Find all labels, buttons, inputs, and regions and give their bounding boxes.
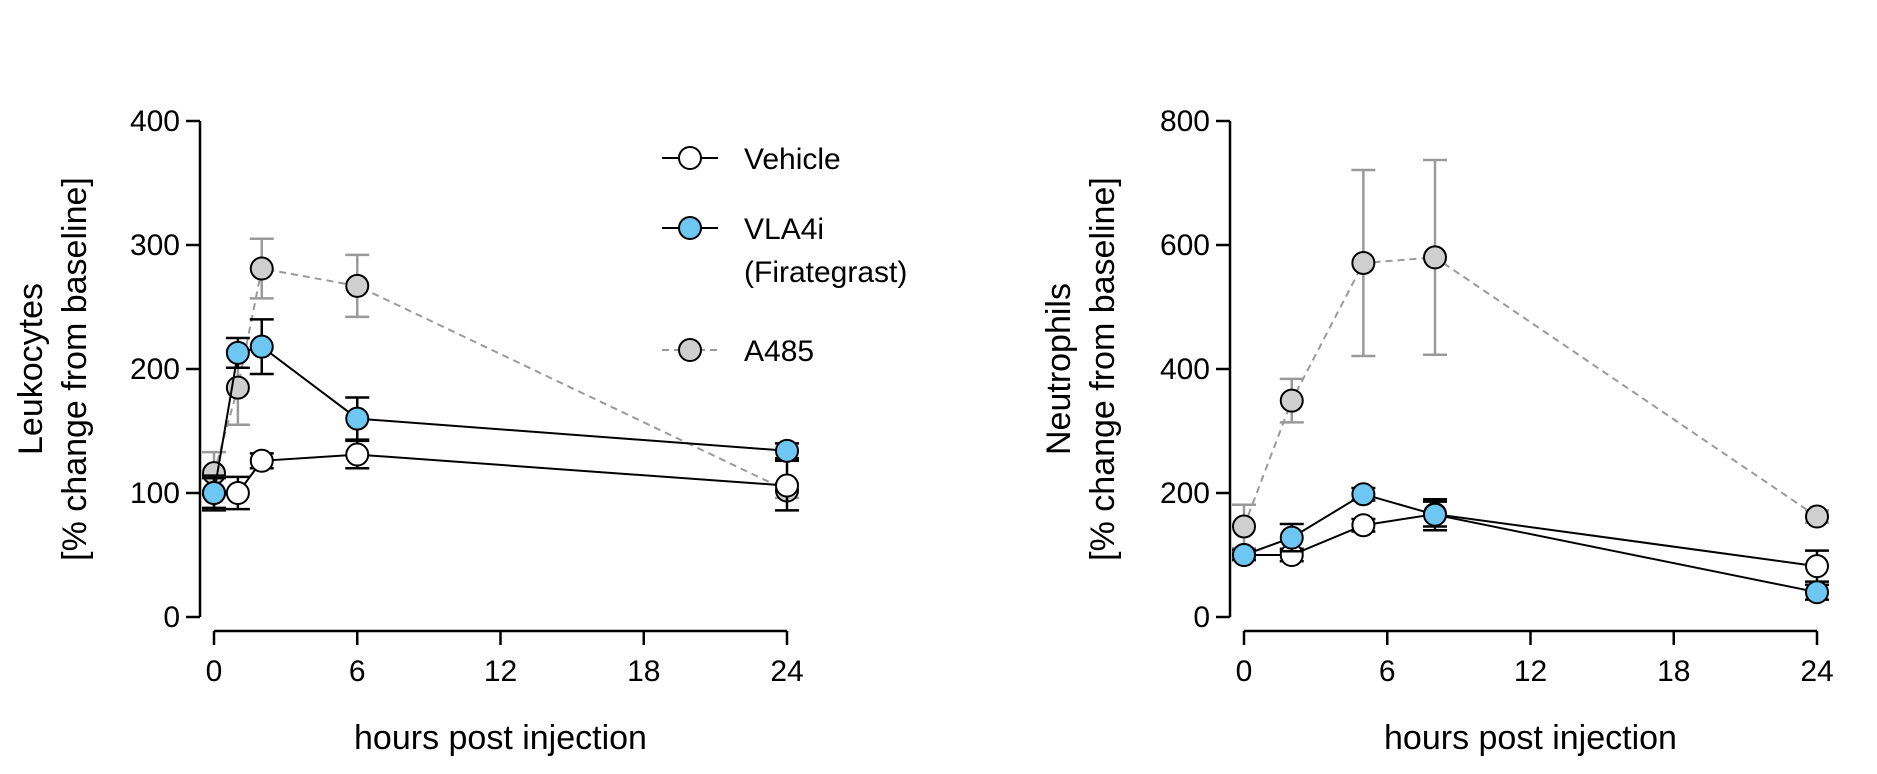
neutro-y-tick-label: 0 <box>1193 601 1210 634</box>
legend-entry-vehicle: Vehicle <box>662 143 841 176</box>
neutro-a485-point <box>1279 388 1304 413</box>
neutro-a485-point <box>1232 514 1256 539</box>
neutro-vla4i-point <box>1423 502 1447 527</box>
legend-marker-vehicle <box>678 146 702 170</box>
neutro-vehicle-line <box>1244 513 1818 568</box>
leuko-vehicle-point <box>249 448 274 473</box>
neutro-x-axis-title: hours post injection <box>1384 719 1677 757</box>
leuko-series-vehicle <box>202 439 799 512</box>
leuko-vla4i-point <box>225 340 250 365</box>
legend-entry-vla4i: VLA4i (Firategrast) <box>662 213 907 289</box>
neutro-y-tick-label: 400 <box>1160 353 1210 386</box>
neutro-x-tick-label: 0 <box>1236 655 1253 688</box>
neutro-vehicle-point <box>1351 513 1376 538</box>
neutro-x-tick-label: 12 <box>1514 655 1547 688</box>
leuko-vehicle-point <box>225 481 250 505</box>
leuko-x-axis-title: hours post injection <box>354 719 647 757</box>
leuko-a485-point <box>249 256 274 281</box>
neutro-y-tick-label: 800 <box>1160 105 1210 138</box>
leuko-y-tick-label: 200 <box>130 353 180 386</box>
neutro-y-axis-title: Neutrophils <box>1040 283 1078 455</box>
neutro-series-vehicle <box>1232 500 1829 583</box>
neutro-x-tick-label: 6 <box>1379 655 1396 688</box>
leuko-a485-point <box>345 273 370 298</box>
leuko-vehicle-point <box>775 473 799 498</box>
neutro-vla4i-point <box>1279 525 1304 550</box>
neutro-series-vla4i <box>1232 482 1829 605</box>
legend-label-vehicle: Vehicle <box>744 143 841 176</box>
neutro-y-axis-subtitle: [% change from baseline] <box>1084 177 1122 561</box>
legend-sublabel-vla4i: (Firategrast) <box>744 256 907 289</box>
leuko-vla4i-point <box>202 481 226 505</box>
leuko-y-tick-label: 300 <box>130 229 180 262</box>
leuko-vla4i-point <box>249 334 274 359</box>
leukocytes-panel: 0 100 200 300 400 0 6 12 18 24 hours post injectio… <box>12 105 804 757</box>
neutro-vla4i-point <box>1805 580 1829 605</box>
neutro-x-tick-label: 18 <box>1657 655 1690 688</box>
neutro-y-tick-label: 600 <box>1160 229 1210 262</box>
legend-marker-a485 <box>678 338 702 362</box>
leuko-x-tick-label: 0 <box>206 655 223 688</box>
leuko-x-tick-label: 6 <box>349 655 366 688</box>
leuko-y-tick-label: 400 <box>130 105 180 138</box>
leuko-vla4i-line <box>213 345 788 494</box>
neutro-y-tick-label: 200 <box>1160 477 1210 510</box>
neutro-vla4i-point <box>1351 482 1376 507</box>
neutro-vla4i-point <box>1232 543 1256 567</box>
legend-marker-vla4i <box>678 216 702 240</box>
legend-entry-a485: A485 <box>662 335 814 368</box>
neutro-a485-line <box>1243 256 1818 527</box>
leuko-x-tick-label: 12 <box>484 655 517 688</box>
neutro-vla4i-line <box>1243 493 1818 594</box>
neutro-x-tick-label: 24 <box>1800 655 1833 688</box>
leuko-x-tick-label: 18 <box>627 655 660 688</box>
leuko-vla4i-point <box>345 406 370 431</box>
leuko-y-tick-label: 0 <box>163 601 180 634</box>
neutrophils-panel: 0 200 400 600 800 0 6 12 18 24 hours post injectio… <box>1040 105 1834 757</box>
neutro-vehicle-point <box>1805 554 1829 579</box>
leuko-y-axis-subtitle: [% change from baseline] <box>56 177 94 561</box>
leuko-vehicle-point <box>345 442 370 467</box>
legend-label-vla4i: VLA4i <box>744 213 824 246</box>
leuko-y-axis-title: Leukocytes <box>12 283 50 455</box>
leuko-vehicle-line <box>214 453 788 494</box>
leuko-vla4i-point <box>775 438 799 463</box>
leuko-y-tick-label: 100 <box>130 477 180 510</box>
neutro-a485-point <box>1805 504 1829 529</box>
leuko-a485-line <box>213 267 788 492</box>
legend: Vehicle VLA4i (Firategrast) A485 <box>662 143 907 368</box>
neutro-a485-point <box>1351 250 1376 275</box>
legend-label-a485: A485 <box>744 335 814 368</box>
neutro-a485-point <box>1423 245 1447 270</box>
leuko-x-tick-label: 24 <box>770 655 803 688</box>
leuko-series-vla4i <box>202 318 799 510</box>
neutro-series-a485 <box>1232 158 1829 550</box>
